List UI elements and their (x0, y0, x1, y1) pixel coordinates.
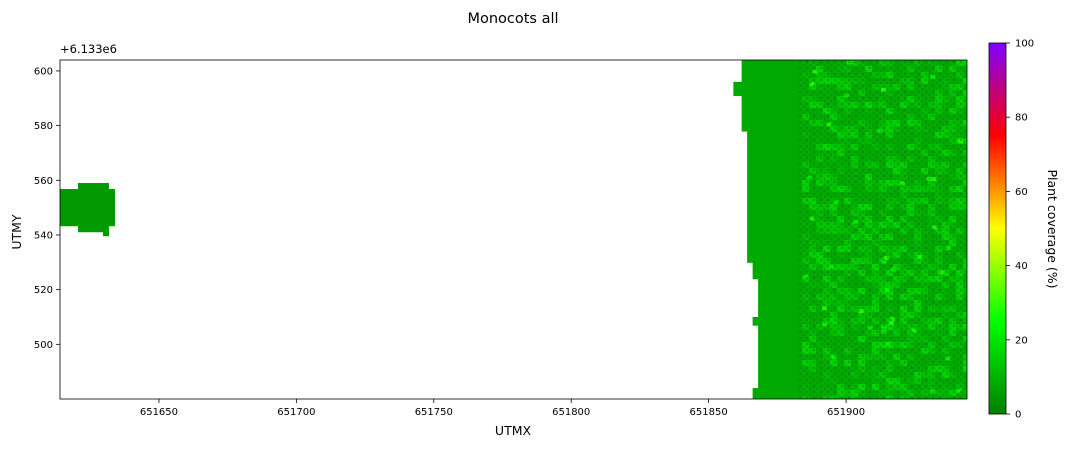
y-axis-label: UTMY (9, 214, 24, 250)
y-axis: 500 520 540 560 580 600 (34, 66, 60, 351)
y-tick-label: 500 (34, 340, 53, 351)
colorbar-tick-label: 100 (1015, 39, 1034, 50)
colorbar-tick-label: 40 (1015, 261, 1028, 272)
cell (78, 183, 109, 233)
colorbar-ticks: 0 20 40 60 80 100 (1006, 39, 1034, 421)
colorbar: 0 20 40 60 80 100 Plant coverage (%) (988, 39, 1060, 421)
colorbar-tick-label: 20 (1015, 335, 1028, 346)
x-tick-label: 651900 (827, 407, 865, 418)
x-tick-label: 651800 (552, 407, 590, 418)
x-axis: 651650 651700 651750 651800 651850 651900 (140, 399, 865, 418)
region-left-patch (60, 183, 115, 237)
y-offset-label: +6.133e6 (60, 42, 117, 56)
texture (798, 60, 967, 399)
colorbar-tick-label: 80 (1015, 113, 1028, 124)
colorbar-tick-label: 60 (1015, 187, 1028, 198)
y-tick-label: 580 (34, 121, 53, 132)
chart-title: Monocots all (467, 11, 558, 27)
colorbar-tick-label: 0 (1015, 410, 1021, 421)
colorbar-gradient (988, 42, 1007, 415)
y-tick-label: 600 (34, 66, 53, 77)
x-tick-label: 651650 (140, 407, 178, 418)
heatmap-cells (60, 60, 967, 399)
x-axis-label: UTMX (495, 423, 532, 438)
x-tick-label: 651750 (415, 407, 453, 418)
colorbar-label: Plant coverage (%) (1045, 169, 1060, 288)
region-right-field (733, 60, 967, 399)
y-tick-label: 540 (34, 230, 53, 241)
cell (103, 230, 109, 237)
y-tick-label: 520 (34, 285, 53, 296)
y-tick-label: 560 (34, 176, 53, 187)
plot-area (59, 59, 968, 400)
plot-frame (59, 59, 968, 400)
x-tick-label: 651700 (277, 407, 315, 418)
x-tick-label: 651850 (690, 407, 728, 418)
